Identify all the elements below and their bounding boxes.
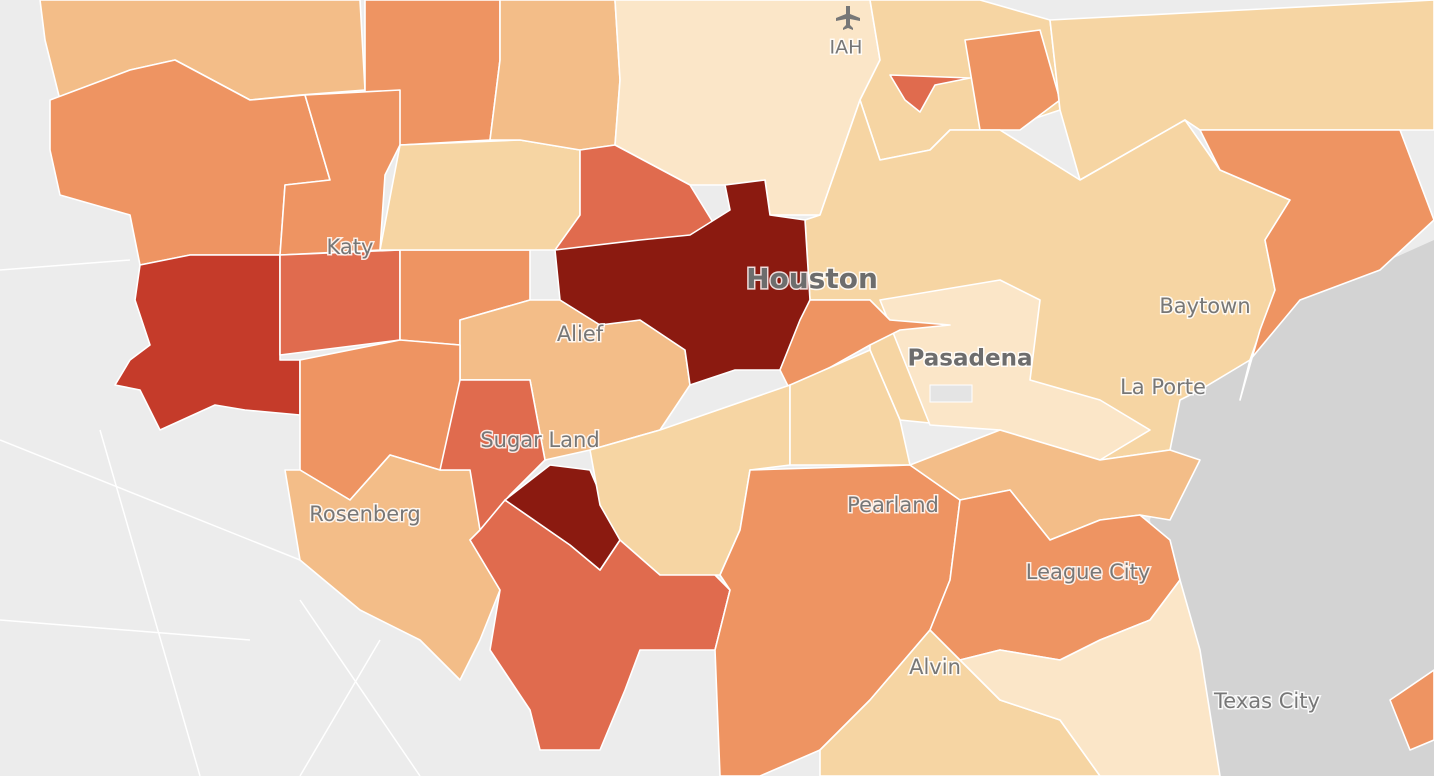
place-label: Texas City: [1213, 689, 1320, 713]
place-label: Alvin: [909, 655, 961, 679]
place-label: Katy: [327, 235, 374, 259]
airport-icon: [836, 6, 860, 30]
place-label: IAH: [830, 37, 863, 59]
regions: [39, 0, 1434, 776]
place-label: Rosenberg: [309, 502, 421, 526]
place-label: League City: [1026, 560, 1151, 584]
place-label: Pasadena: [908, 346, 1033, 372]
place-label: Sugar Land: [480, 428, 599, 452]
place-label: Houston: [746, 262, 878, 295]
place-label: La Porte: [1120, 375, 1206, 399]
labels: IAH Katy Houston Baytown Alief Pasadena …: [308, 35, 1322, 715]
place-label: Pearland: [847, 493, 939, 517]
place-label: Baytown: [1159, 294, 1250, 318]
place-label: Alief: [557, 322, 604, 346]
